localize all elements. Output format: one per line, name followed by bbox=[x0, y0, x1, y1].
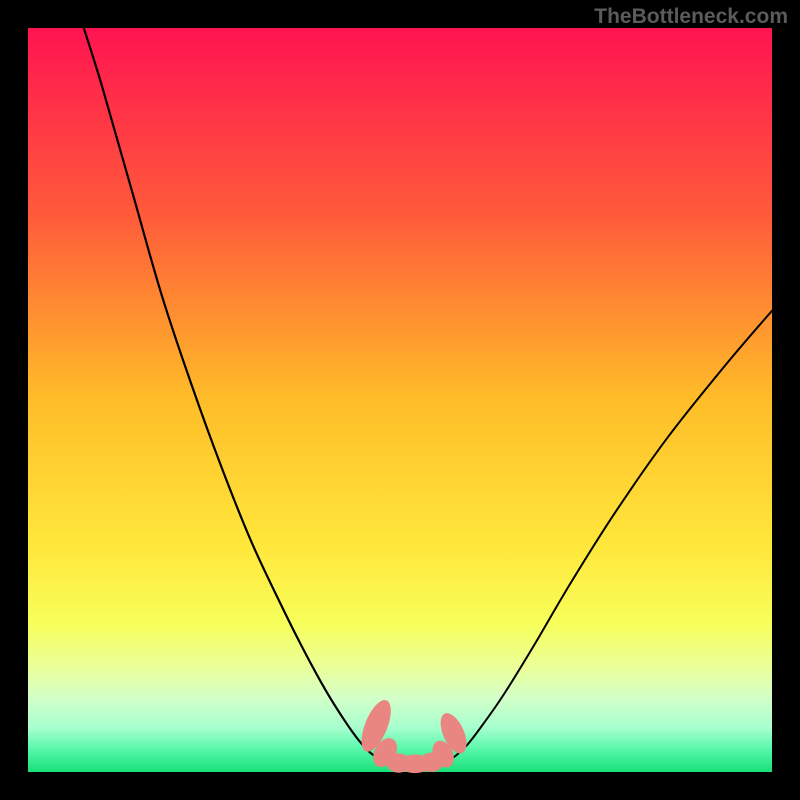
plot-area bbox=[28, 28, 772, 772]
watermark-text: TheBottleneck.com bbox=[594, 5, 788, 29]
